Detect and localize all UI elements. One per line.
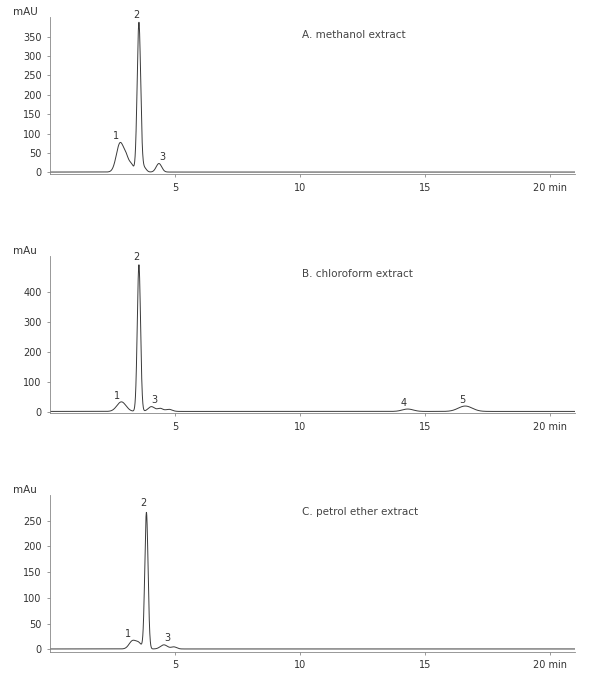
- Text: mAu: mAu: [14, 485, 37, 495]
- Text: mAU: mAU: [14, 8, 38, 17]
- Text: B. chloroform extract: B. chloroform extract: [302, 268, 413, 279]
- Text: 1: 1: [114, 391, 120, 401]
- Text: 1: 1: [113, 130, 119, 141]
- Text: 3: 3: [164, 633, 170, 643]
- Text: 2: 2: [133, 10, 139, 19]
- Text: 1: 1: [125, 629, 131, 639]
- Text: A. methanol extract: A. methanol extract: [302, 30, 406, 40]
- Text: mAu: mAu: [14, 246, 37, 256]
- Text: 4: 4: [401, 398, 407, 408]
- Text: C. petrol ether extract: C. petrol ether extract: [302, 507, 418, 518]
- Text: 5: 5: [459, 395, 466, 405]
- Text: 2: 2: [140, 498, 146, 509]
- Text: 3: 3: [159, 152, 165, 162]
- Text: 3: 3: [152, 395, 158, 406]
- Text: 2: 2: [133, 253, 139, 262]
